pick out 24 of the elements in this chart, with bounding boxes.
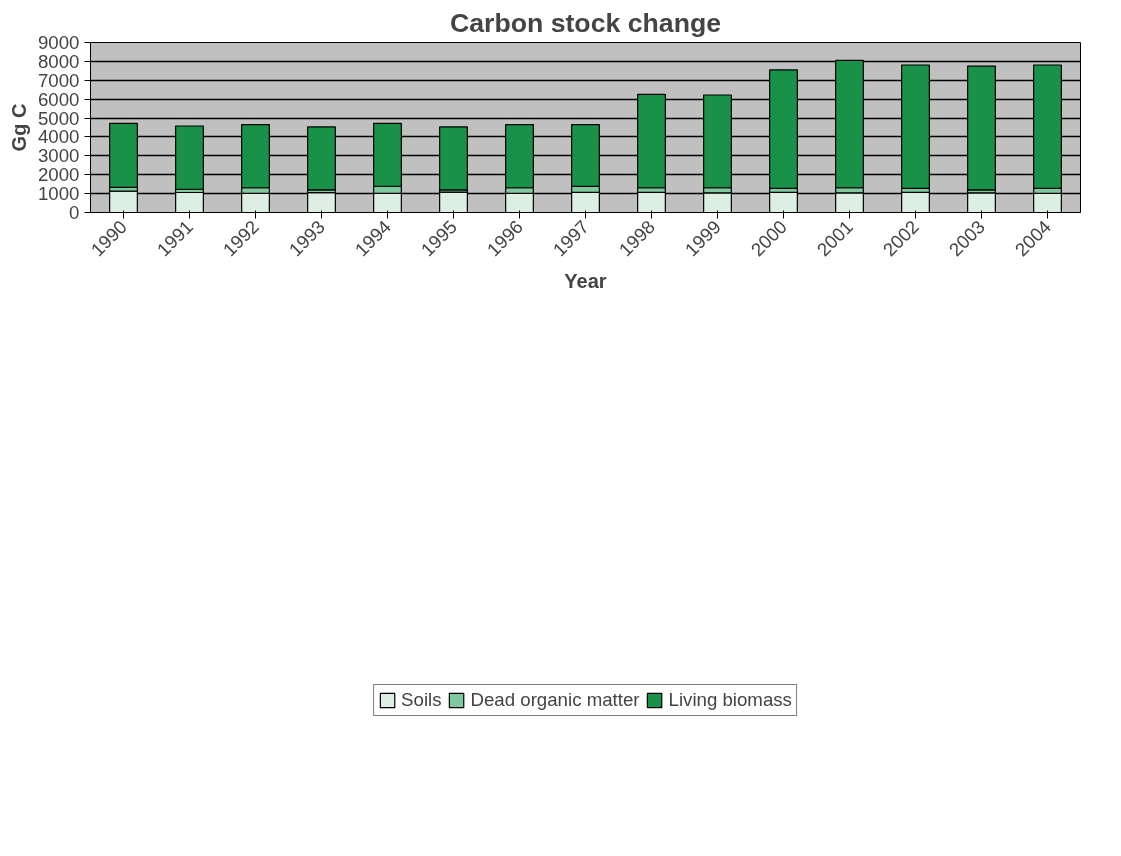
y-tick-label: 6000 [38,88,80,110]
y-tick-label: 5000 [38,107,80,129]
y-tick-label: 0 [69,202,80,223]
y-tick-label: 4000 [38,126,80,148]
bar [175,125,204,190]
y-tick-label: 7000 [38,69,80,91]
bar [769,69,798,189]
legend-label: Dead organic matter [470,688,640,711]
bar [967,65,996,191]
y-tick-label: 3000 [38,145,80,167]
legend-label: Living biomass [668,688,792,711]
bar [637,93,666,189]
y-tick-label: 1000 [38,183,80,205]
x-axis-title: Year [564,270,607,293]
y-tick-label: 8000 [38,50,80,72]
chart-title: Carbon stock change [449,7,722,38]
bar [901,64,930,189]
y-tick-label: 9000 [38,32,80,53]
y-axis-title: Gg C [8,103,30,152]
legend-label: Soils [401,688,442,711]
bar [439,126,468,191]
bar [109,122,138,188]
bar [307,126,336,191]
y-tick-label: 2000 [38,164,80,186]
